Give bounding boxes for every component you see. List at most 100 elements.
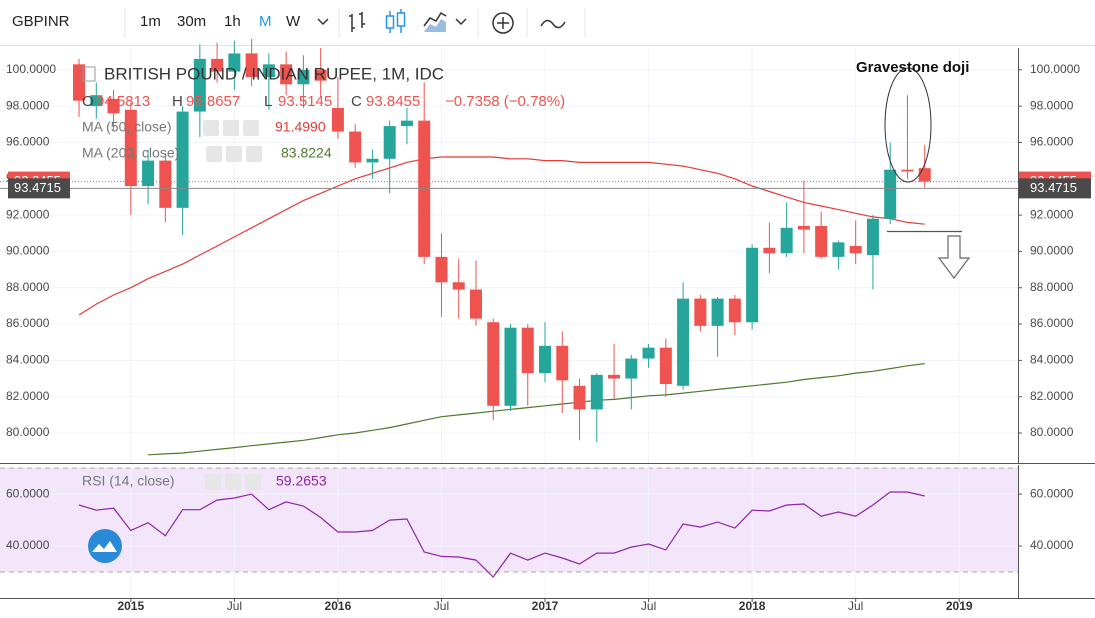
candle-body (625, 358, 638, 379)
x-tick-label: 2017 (532, 599, 559, 613)
candle-body (901, 169, 914, 172)
style-dropdown[interactable] (455, 18, 467, 26)
interval-dropdown[interactable] (317, 18, 329, 26)
candle-body (107, 98, 120, 114)
chart-title: BRITISH POUND / INDIAN RUPEE, 1M, IDC (104, 64, 444, 83)
compare-icon[interactable] (540, 19, 566, 29)
candle-body (659, 347, 672, 384)
candle-body (573, 385, 586, 410)
ohlc-value: 93.5145 (278, 93, 332, 110)
y-tick-label-left: 100.0000 (6, 62, 56, 76)
candle-body (469, 289, 482, 319)
y-tick-label: 98.0000 (1030, 98, 1074, 112)
ohlc-value: 93.8455 (366, 93, 420, 110)
legend-entry: MA (200, close) (82, 145, 179, 161)
legend-button (246, 146, 262, 162)
candle-body (211, 58, 224, 72)
candle-body (608, 374, 621, 379)
candle-body (797, 225, 810, 230)
candle-body (780, 227, 793, 254)
bars-icon[interactable] (349, 12, 365, 32)
legend-button (203, 120, 219, 136)
annotation-ellipse (884, 67, 932, 183)
y-tick-label-left: 84.0000 (6, 353, 50, 367)
interval[interactable]: 1h (224, 13, 241, 30)
x-tick-label: Jul (848, 599, 863, 613)
legend-value: 59.2653 (276, 473, 327, 489)
toolbar: GBPINR 1m 30m 1h M W (0, 0, 1095, 46)
y-tick-label-left: 60.0000 (6, 486, 50, 500)
symbol[interactable]: GBPINR (12, 13, 70, 30)
candle-body (245, 53, 258, 78)
candle-body (73, 64, 86, 101)
legend-button (225, 474, 241, 490)
add-indicator-icon[interactable] (492, 12, 514, 34)
annotation-layer: Gravestone doji (856, 59, 971, 279)
moving-average-line (78, 156, 925, 316)
x-tick-label: 2019 (946, 599, 973, 613)
candle-body (435, 256, 448, 283)
y-tick-label: 82.0000 (1030, 389, 1074, 403)
y-tick-label-left: 98.0000 (6, 98, 50, 112)
crosshair-tag-label: 93.4715 (1030, 180, 1077, 195)
candles-icon[interactable] (385, 9, 406, 33)
candle-body (832, 242, 845, 257)
legend-button (205, 474, 221, 490)
area-icon[interactable] (423, 11, 447, 32)
candle-body (539, 345, 552, 374)
interval[interactable]: 1m (140, 13, 161, 30)
y-tick-label-left: 86.0000 (6, 316, 50, 330)
y-tick-label-left: 96.0000 (6, 135, 50, 149)
legend-button (243, 120, 259, 136)
legend-entry: MA (50, close) (82, 119, 171, 135)
interval[interactable]: W (286, 13, 301, 30)
candle-body (711, 298, 724, 326)
legend-icon (82, 66, 96, 82)
y-tick-label: 90.0000 (1030, 244, 1074, 258)
crosshair-tag-left (8, 178, 70, 199)
annotation-arrow (937, 235, 971, 279)
candle-body (694, 298, 707, 326)
moving-average-line (148, 363, 925, 456)
candle-body (677, 298, 690, 386)
logo-mark (92, 541, 117, 552)
y-tick-label-left: 88.0000 (6, 280, 50, 294)
candle-body (262, 64, 275, 78)
x-tick-label: Jul (434, 599, 449, 613)
legend-button (226, 146, 242, 162)
ohlc-label: O (82, 93, 94, 110)
candle-body (228, 53, 241, 72)
candle-body (297, 69, 310, 85)
y-tick-label-left: 92.0000 (6, 207, 50, 221)
y-tick-label: 40.0000 (1030, 538, 1074, 552)
candle-body (556, 345, 569, 381)
ohlc-label: C (351, 93, 362, 110)
x-tick-label: Jul (227, 599, 242, 613)
candle-body (331, 107, 344, 132)
candle-body (746, 247, 759, 323)
candle-body (849, 245, 862, 254)
candle-body (314, 69, 327, 81)
legend-button (223, 120, 239, 136)
y-tick-label: 60.0000 (1030, 486, 1074, 500)
x-tick-label: 2015 (117, 599, 144, 613)
crosshair-tag-left-label: 93.4715 (14, 180, 61, 195)
y-tick-label-left: 82.0000 (6, 389, 50, 403)
interval[interactable]: 30m (177, 13, 206, 30)
legend-button (206, 146, 222, 162)
candle-body (366, 158, 379, 163)
y-tick-label: 84.0000 (1030, 353, 1074, 367)
candle-body (280, 64, 293, 85)
legend-value: 83.8224 (281, 145, 332, 161)
candle-body (521, 327, 534, 374)
x-tick-label: Jul (641, 599, 656, 613)
rsi-pane: 40.0000 40.0000 60.0000 60.0000 RSI (14, clo… (0, 465, 1095, 613)
y-tick-label: 86.0000 (1030, 316, 1074, 330)
interval-active[interactable]: M (259, 13, 272, 30)
candle-body (487, 322, 500, 406)
candle-body (866, 218, 879, 256)
main-pane: 80.0000 80.0000 82.0000 82.0000 84.0000 84.00… (0, 38, 1095, 464)
ohlc-label: H (172, 93, 183, 110)
x-tick-label: 2016 (325, 599, 352, 613)
